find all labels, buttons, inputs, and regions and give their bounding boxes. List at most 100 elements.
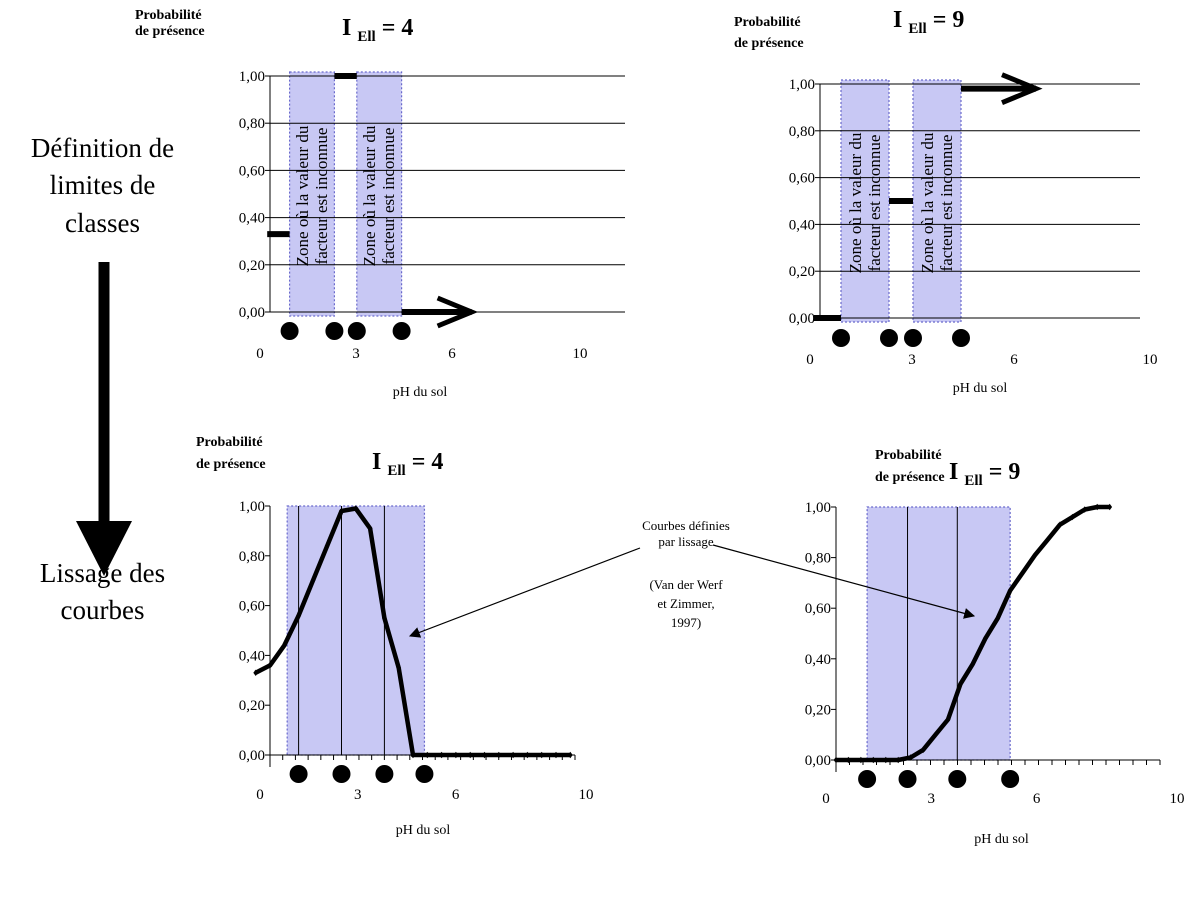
title-subscript: Ell bbox=[964, 473, 982, 489]
x-tick-label: 0 bbox=[256, 346, 264, 362]
zone-caption-2: Zone où la valeur dufacteur est inconnue bbox=[360, 125, 398, 266]
title-variable: I bbox=[342, 15, 357, 41]
chart-title: I Ell = 4 bbox=[372, 449, 443, 479]
chart-bottom-right: Probabilité de présence I Ell = 9 0,00 0,20 0… bbox=[805, 448, 1185, 847]
y-axis-label-line-2: de présence bbox=[734, 36, 804, 51]
zone-caption-2: Zone où la valeur dufacteur est inconnue bbox=[918, 132, 956, 273]
class-limit-dot-3 bbox=[347, 322, 366, 340]
class-limit-dot-2 bbox=[332, 765, 351, 783]
zone-caption-1: Zone où la valeur dufacteur est inconnue bbox=[846, 132, 884, 273]
y-tick-label: 0,00 bbox=[805, 753, 831, 769]
class-limit-dot-3 bbox=[904, 329, 922, 347]
class-limit-dot-1 bbox=[280, 322, 299, 340]
zone-caption-line-2: facteur est inconnue bbox=[937, 135, 956, 272]
y-tick-label: 0,60 bbox=[239, 163, 265, 179]
chart-bottom-left: Probabilité de présence I Ell = 4 0,00 0,20 0… bbox=[196, 435, 594, 838]
title-subscript: Ell bbox=[357, 29, 375, 45]
x-tick-label: 0 bbox=[822, 791, 830, 807]
unknown-zone-2 bbox=[912, 79, 962, 323]
side-label-line: limites de bbox=[49, 170, 156, 201]
x-axis-label: pH du sol bbox=[393, 385, 448, 400]
y-tick-label: 0,80 bbox=[239, 116, 265, 132]
side-label-smoothing: Lissage des courbes bbox=[0, 555, 205, 630]
y-tick-label: 0,40 bbox=[789, 217, 815, 233]
title-subscript: Ell bbox=[908, 21, 926, 37]
x-axis-label: pH du sol bbox=[974, 832, 1029, 847]
y-axis-label-line-2: de présence bbox=[135, 24, 205, 39]
y-tick-label: 0,40 bbox=[239, 211, 265, 227]
class-limit-dot-1 bbox=[289, 765, 308, 783]
side-label-line: courbes bbox=[60, 595, 145, 626]
zone-caption-line-2: facteur est inconnue bbox=[312, 128, 331, 265]
annotation-arrow-left bbox=[408, 547, 641, 638]
class-limit-dot-4 bbox=[952, 329, 970, 347]
y-axis-label-line-1: Probabilité bbox=[196, 435, 263, 450]
y-tick-label: 0,60 bbox=[805, 601, 831, 617]
annotation-reference-1: (Van der Werf bbox=[649, 577, 723, 592]
unknown-zone-1 bbox=[840, 79, 890, 323]
chart-title: I Ell = 9 bbox=[893, 7, 964, 37]
class-limit-dot-1 bbox=[858, 770, 877, 788]
annotation-arrow-right bbox=[712, 544, 976, 619]
y-axis-label-line-1: Probabilité bbox=[135, 8, 202, 23]
side-label-line: classes bbox=[65, 207, 140, 238]
class-limit-dot-3 bbox=[375, 765, 394, 783]
chart-title: I Ell = 9 bbox=[949, 459, 1020, 489]
y-axis-label-line-1: Probabilité bbox=[734, 15, 801, 30]
y-tick-label: 0,80 bbox=[805, 551, 831, 567]
zone-caption-line-2: facteur est inconnue bbox=[865, 135, 884, 272]
x-tick-label: 3 bbox=[352, 346, 360, 362]
x-tick-label: 10 bbox=[1143, 352, 1158, 368]
step-arrowhead bbox=[1001, 72, 1043, 105]
class-limit-dot-2 bbox=[325, 322, 344, 340]
title-variable: I bbox=[372, 449, 387, 475]
annotation-reference-2: et Zimmer, bbox=[657, 596, 714, 611]
y-tick-label: 0,20 bbox=[239, 698, 265, 714]
unknown-zone-2 bbox=[356, 71, 403, 317]
x-tick-label: 0 bbox=[256, 787, 264, 803]
x-tick-label: 3 bbox=[908, 352, 916, 368]
x-tick-label: 6 bbox=[1010, 352, 1018, 368]
class-limit-dot-2 bbox=[898, 770, 917, 788]
y-tick-label: 0,60 bbox=[789, 171, 815, 187]
x-tick-label: 3 bbox=[928, 791, 936, 807]
y-axis-label-line-1: Probabilité bbox=[875, 448, 942, 463]
title-variable: I bbox=[949, 459, 964, 485]
smoothed-curve bbox=[833, 503, 1113, 764]
title-value: = 4 bbox=[376, 15, 414, 41]
x-tick-label: 10 bbox=[579, 787, 594, 803]
y-tick-label: 0,80 bbox=[789, 124, 815, 140]
x-tick-label: 6 bbox=[1033, 791, 1041, 807]
y-tick-label: 0,00 bbox=[789, 311, 815, 327]
zone-caption-line-1: Zone où la valeur du bbox=[360, 125, 379, 266]
y-tick-label: 0,00 bbox=[239, 305, 265, 321]
class-limit-dot-1 bbox=[832, 329, 850, 347]
zone-caption-1: Zone où la valeur dufacteur est inconnue bbox=[293, 125, 331, 266]
annotation-reference-3: 1997) bbox=[671, 615, 701, 630]
y-tick-label: 0,40 bbox=[239, 648, 265, 664]
x-tick-label: 10 bbox=[1170, 791, 1185, 807]
step-arrowhead bbox=[436, 295, 479, 329]
y-axis-label-line-2: de présence bbox=[196, 457, 266, 472]
y-tick-label: 0,20 bbox=[789, 264, 815, 280]
process-arrow bbox=[76, 262, 132, 576]
y-tick-label: 0,80 bbox=[239, 549, 265, 565]
x-tick-label: 10 bbox=[573, 346, 588, 362]
unknown-zone-1 bbox=[289, 71, 336, 317]
zone-caption-line-2: facteur est inconnue bbox=[379, 128, 398, 265]
annotation-line-2: par lissage bbox=[658, 534, 713, 549]
unknown-zone-1 bbox=[286, 505, 426, 756]
x-axis-label: pH du sol bbox=[953, 381, 1008, 396]
x-axis-label: pH du sol bbox=[396, 823, 451, 838]
x-tick-label: 6 bbox=[452, 787, 460, 803]
y-tick-label: 0,20 bbox=[805, 702, 831, 718]
class-limit-dot-2 bbox=[880, 329, 898, 347]
side-label-line: Lissage des bbox=[39, 558, 166, 588]
y-tick-label: 0,00 bbox=[239, 748, 265, 764]
y-tick-label: 1,00 bbox=[789, 77, 815, 93]
y-tick-label: 0,60 bbox=[239, 599, 265, 615]
class-limit-dot-4 bbox=[392, 322, 411, 340]
smoothed-curve bbox=[253, 505, 573, 759]
side-label-line: Définition de bbox=[30, 133, 175, 163]
